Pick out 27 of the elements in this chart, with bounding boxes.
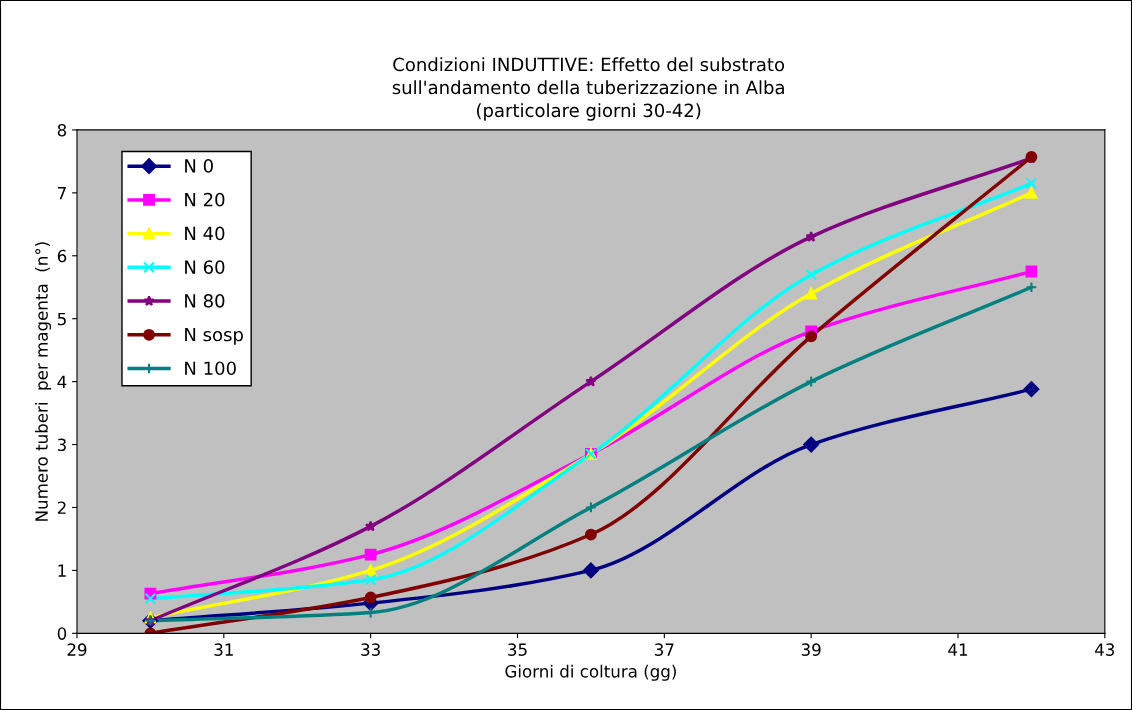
y-tick-label: 3 (57, 438, 66, 452)
y-tick-label: 5 (57, 312, 66, 326)
x-tick-label: 35 (508, 643, 527, 656)
chart-title: Condizioni INDUTTIVE: Effetto del substrato sull'andamento della tuberizzazione in Alba (particolare giorni 30-42) (392, 57, 785, 121)
legend-label: N 100 (185, 361, 236, 376)
legend-label: N sosp (185, 327, 243, 345)
x-tick-label: 39 (801, 643, 821, 656)
legend-label: N 0 (185, 159, 213, 173)
legend-label: N 60 (185, 260, 225, 274)
x-tick-label: 31 (214, 643, 233, 656)
legend-label: N 80 (185, 293, 225, 308)
x-tick-label: 37 (654, 643, 674, 656)
x-tick-label: 43 (1095, 643, 1115, 656)
x-tick-label: 33 (361, 643, 380, 656)
x-axis-title: Giorni di coltura (gg) (505, 664, 676, 681)
y-tick-label: 1 (58, 564, 66, 577)
y-tick-label: 7 (58, 187, 66, 200)
legend-label: N 20 (185, 192, 225, 207)
y-axis-title: Numero tuberi per magenta (n°) (34, 242, 52, 521)
y-tick-label: 0 (57, 627, 67, 640)
legend-label: N 40 (185, 226, 225, 241)
y-tick-label: 8 (57, 123, 67, 137)
x-tick-label: 29 (67, 643, 87, 656)
y-tick-label: 4 (57, 375, 67, 388)
x-tick-label: 41 (948, 643, 968, 656)
y-tick-label: 6 (57, 249, 67, 263)
y-tick-label: 2 (57, 501, 66, 514)
